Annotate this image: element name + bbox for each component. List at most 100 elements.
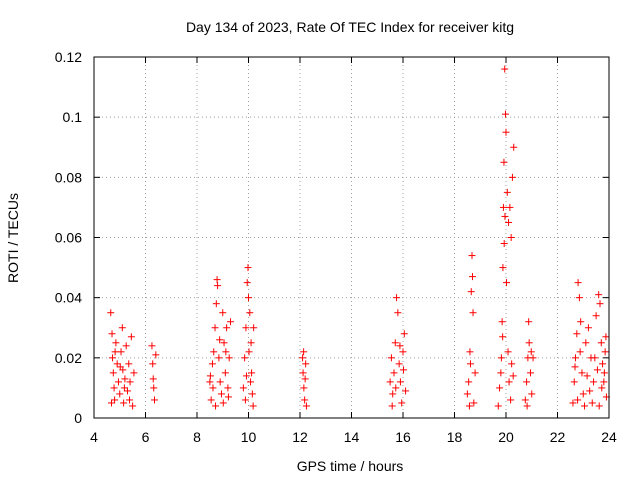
data-point <box>394 309 402 317</box>
data-point <box>571 363 579 371</box>
chart-title: Day 134 of 2023, Rate Of TEC Index for r… <box>186 19 514 35</box>
data-point <box>116 390 124 398</box>
data-point <box>465 378 473 386</box>
data-point <box>208 360 216 368</box>
x-tick-label: 6 <box>142 429 150 445</box>
data-point <box>569 399 577 407</box>
data-point <box>111 348 119 356</box>
data-point <box>224 384 232 392</box>
data-point <box>245 294 252 302</box>
data-point <box>400 366 408 374</box>
data-point <box>525 318 533 326</box>
data-point <box>529 354 537 362</box>
data-point <box>572 354 580 362</box>
data-point <box>503 279 511 287</box>
data-point <box>224 393 232 401</box>
data-point <box>402 387 410 395</box>
data-point <box>398 399 406 407</box>
data-point <box>509 372 517 380</box>
data-point <box>241 354 249 362</box>
data-point <box>469 309 477 317</box>
data-point <box>494 402 502 410</box>
y-tick-label: 0 <box>74 410 82 426</box>
data-point <box>582 339 590 347</box>
data-point <box>575 294 583 302</box>
data-point <box>107 309 115 317</box>
data-point <box>510 143 518 151</box>
data-point <box>506 203 514 211</box>
data-point <box>574 279 582 287</box>
data-point <box>248 390 256 398</box>
data-point <box>505 378 513 386</box>
data-point <box>113 360 121 368</box>
data-point <box>600 369 608 377</box>
data-point <box>467 288 475 296</box>
data-point <box>590 378 598 386</box>
data-point <box>469 273 477 281</box>
data-point <box>149 360 157 368</box>
data-point <box>499 333 507 341</box>
data-point <box>211 324 219 332</box>
data-point <box>111 396 119 404</box>
y-tick-label: 0.02 <box>55 350 82 366</box>
data-point <box>578 369 586 377</box>
data-point <box>389 390 397 398</box>
data-point <box>502 128 510 136</box>
y-tick-label: 0.04 <box>55 290 82 306</box>
data-point <box>579 390 587 398</box>
data-point <box>395 360 403 368</box>
x-axis-label: GPS time / hours <box>297 458 404 474</box>
data-point <box>600 378 608 386</box>
data-point <box>152 351 160 359</box>
data-point <box>223 324 231 332</box>
data-point <box>595 402 603 410</box>
data-point <box>497 369 505 377</box>
data-point <box>300 384 308 392</box>
plot-frame <box>93 56 610 419</box>
data-point <box>212 300 220 308</box>
data-point <box>112 339 120 347</box>
data-point <box>576 348 584 356</box>
data-point <box>399 348 407 356</box>
x-tick-label: 16 <box>395 429 411 445</box>
data-point <box>123 387 131 395</box>
data-point <box>601 348 609 356</box>
data-point <box>400 330 408 338</box>
data-point <box>527 348 535 356</box>
data-point <box>471 369 479 377</box>
data-point <box>126 378 134 386</box>
x-tick-label: 14 <box>344 429 360 445</box>
data-point <box>248 369 256 377</box>
data-point <box>209 384 217 392</box>
data-point <box>226 318 234 326</box>
data-point <box>216 378 224 386</box>
data-point <box>586 387 594 395</box>
data-point <box>391 339 399 347</box>
data-point <box>392 384 400 392</box>
data-point <box>388 402 396 410</box>
data-point <box>126 396 134 404</box>
data-point <box>508 173 516 181</box>
data-point <box>210 348 218 356</box>
data-point <box>499 203 507 211</box>
data-point <box>114 378 122 386</box>
data-point <box>246 309 254 317</box>
data-point <box>217 390 225 398</box>
data-point <box>602 333 610 341</box>
data-point <box>393 294 401 302</box>
data-point <box>593 366 601 374</box>
data-point <box>219 399 227 407</box>
data-point <box>241 396 249 404</box>
data-point <box>239 384 247 392</box>
data-point <box>500 240 508 248</box>
data-point <box>523 378 531 386</box>
x-tick-label: 4 <box>90 429 98 445</box>
x-tick-label: 24 <box>601 429 617 445</box>
data-point <box>466 360 474 368</box>
y-tick-label: 0.12 <box>55 49 82 65</box>
data-point <box>584 324 592 332</box>
data-point <box>387 354 395 362</box>
data-point <box>127 333 135 341</box>
data-point <box>503 188 511 196</box>
